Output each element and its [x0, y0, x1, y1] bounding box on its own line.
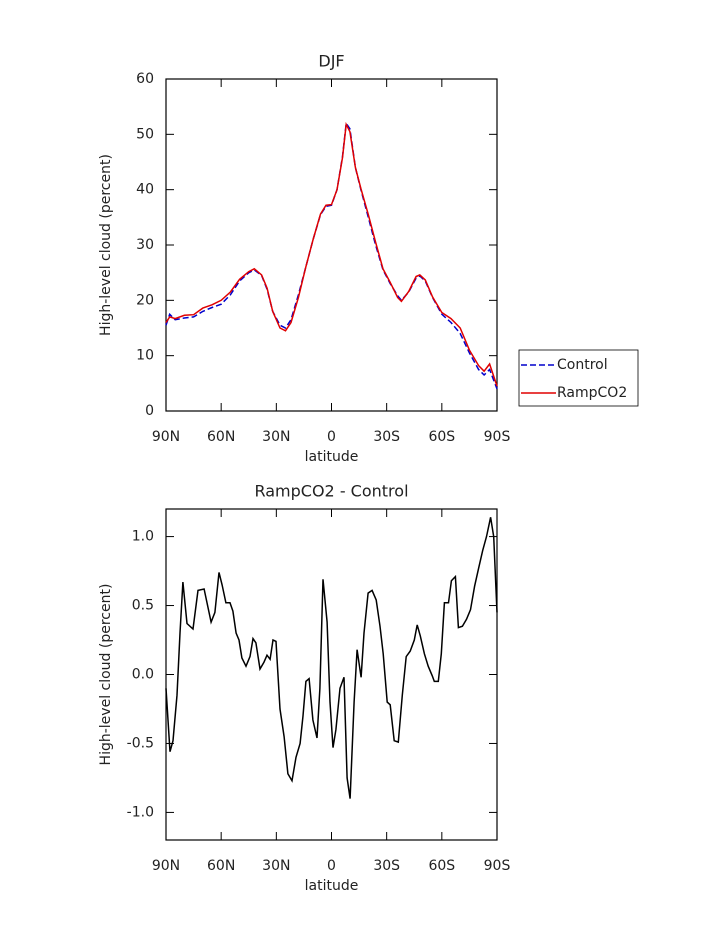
x-tick-label: 90N	[152, 429, 180, 445]
x-tick-label: 30S	[373, 858, 400, 874]
y-tick-label: 20	[136, 292, 154, 308]
x-tick-label: 60N	[207, 858, 235, 874]
x-tick-label: 90S	[484, 858, 511, 874]
x-tick-label: 0	[327, 858, 336, 874]
y-tick-label: 60	[136, 71, 154, 87]
plot-frame	[165, 508, 498, 841]
x-axis-label: latitude	[305, 449, 359, 465]
y-tick-label: 50	[136, 126, 154, 142]
y-tick-label: 10	[136, 348, 154, 364]
y-axis-label: High-level cloud (percent)	[98, 154, 114, 336]
y-tick-label: 40	[136, 182, 154, 198]
chart-title: RampCO2 - Control	[254, 482, 408, 501]
x-tick-label: 90N	[152, 858, 180, 874]
legend-label: Control	[557, 357, 608, 373]
x-tick-label: 30S	[373, 429, 400, 445]
chart-title: DJF	[318, 52, 344, 71]
y-tick-label: -1.0	[127, 804, 154, 820]
x-tick-label: 30N	[262, 858, 290, 874]
legend-label: RampCO2	[557, 385, 627, 401]
legend-frame	[518, 349, 639, 407]
data-line	[165, 121, 498, 390]
plot-frame	[165, 78, 498, 412]
x-tick-label: 60S	[428, 858, 455, 874]
x-tick-label: 0	[327, 429, 336, 445]
data-line	[165, 517, 498, 799]
y-tick-label: 0.0	[132, 667, 154, 683]
y-tick-label: 30	[136, 237, 154, 253]
x-tick-label: 90S	[484, 429, 511, 445]
y-tick-label: 1.0	[132, 529, 154, 545]
x-tick-label: 60S	[428, 429, 455, 445]
x-tick-label: 60N	[207, 429, 235, 445]
y-tick-label: 0	[145, 403, 154, 419]
x-tick-label: 30N	[262, 429, 290, 445]
x-axis-label: latitude	[305, 878, 359, 894]
y-tick-label: -0.5	[127, 735, 154, 751]
y-axis-label: High-level cloud (percent)	[98, 584, 114, 766]
data-line	[165, 121, 498, 387]
y-tick-label: 0.5	[132, 598, 154, 614]
